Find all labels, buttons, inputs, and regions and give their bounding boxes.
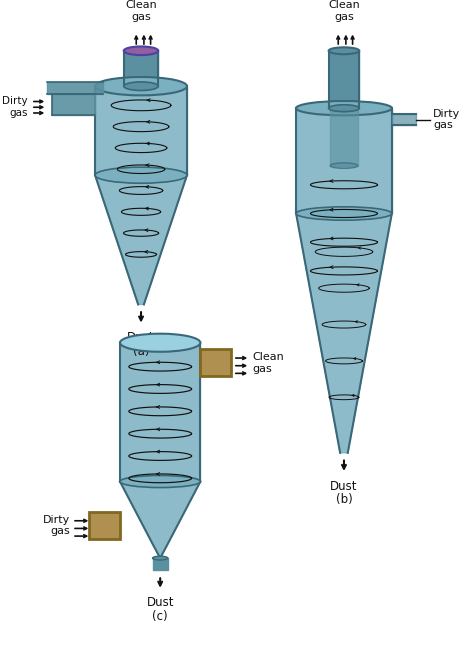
Polygon shape [296, 213, 392, 453]
Polygon shape [330, 108, 358, 166]
Polygon shape [392, 114, 416, 125]
Text: (c): (c) [152, 610, 168, 623]
Ellipse shape [120, 334, 201, 352]
Ellipse shape [95, 77, 187, 96]
Ellipse shape [296, 207, 392, 220]
Text: Dust: Dust [330, 480, 358, 492]
Text: Clean
gas: Clean gas [125, 1, 157, 22]
Polygon shape [328, 51, 359, 108]
FancyBboxPatch shape [201, 349, 231, 376]
Text: Dirty
gas: Dirty gas [43, 515, 70, 537]
Polygon shape [153, 558, 168, 570]
Text: Clean
gas: Clean gas [328, 1, 360, 22]
Polygon shape [47, 82, 103, 94]
Polygon shape [52, 94, 95, 115]
Ellipse shape [124, 46, 158, 55]
Text: Dirty
gas: Dirty gas [433, 109, 460, 131]
Ellipse shape [95, 167, 187, 183]
Polygon shape [95, 86, 187, 175]
Polygon shape [95, 175, 187, 304]
Text: Dirty
gas: Dirty gas [2, 96, 28, 118]
Polygon shape [124, 51, 158, 86]
Text: Clean
gas: Clean gas [252, 352, 284, 374]
Ellipse shape [330, 163, 358, 168]
Text: Dust: Dust [146, 597, 174, 609]
Ellipse shape [328, 105, 359, 112]
Ellipse shape [124, 82, 158, 90]
Polygon shape [120, 343, 201, 482]
FancyBboxPatch shape [89, 512, 120, 539]
Text: (a): (a) [133, 345, 149, 358]
Ellipse shape [120, 475, 201, 488]
Text: Dust: Dust [128, 331, 155, 345]
Text: (b): (b) [336, 493, 352, 506]
Polygon shape [120, 482, 201, 558]
Ellipse shape [328, 48, 359, 54]
Polygon shape [296, 108, 392, 213]
Ellipse shape [153, 556, 168, 560]
Ellipse shape [296, 101, 392, 116]
